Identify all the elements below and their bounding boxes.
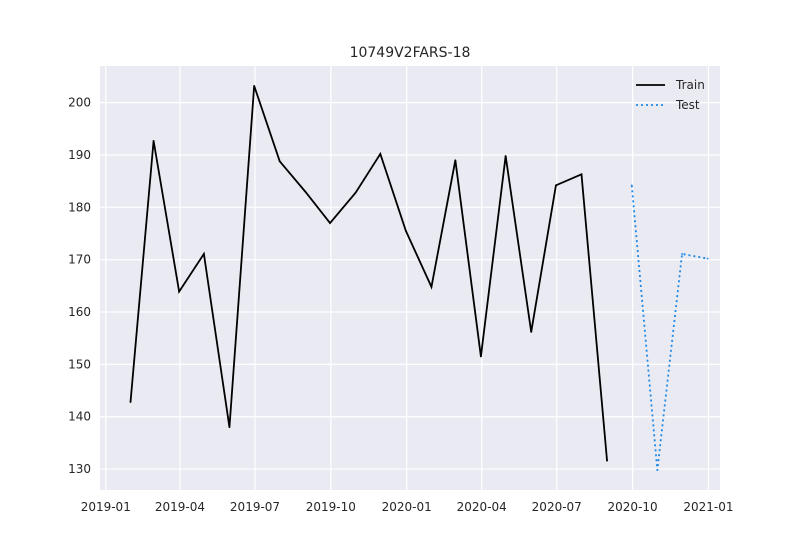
x-tick-label: 2019-10 [306, 500, 356, 514]
data-point [630, 184, 633, 187]
x-tick-label: 2020-10 [608, 500, 658, 514]
x-tick-label: 2019-07 [230, 500, 280, 514]
y-tick-label: 160 [68, 305, 91, 319]
data-point [228, 426, 231, 429]
legend-label-train: Train [675, 78, 705, 92]
data-point [202, 253, 205, 255]
data-point [580, 173, 583, 176]
y-tick-label: 150 [68, 357, 91, 371]
plot-area [100, 66, 720, 490]
x-axis: 2019-01 2019-04 2019-07 2019-10 2020-01 2020-… [81, 500, 734, 514]
y-tick-label: 130 [68, 462, 91, 476]
data-point [480, 355, 482, 358]
data-point [656, 469, 659, 472]
data-point [129, 401, 132, 403]
data-point [606, 459, 608, 462]
data-point [152, 139, 155, 142]
legend-label-test: Test [675, 98, 700, 112]
data-point [379, 153, 382, 155]
x-tick-label: 2020-04 [457, 500, 507, 514]
y-tick-label: 140 [68, 410, 91, 424]
x-tick-label: 2019-01 [81, 500, 131, 514]
x-tick-label: 2019-04 [155, 500, 205, 514]
data-point [706, 257, 709, 260]
y-axis: 130 140 150 160 170 180 190 200 [68, 96, 91, 476]
data-point [253, 84, 256, 87]
series-line-train [129, 85, 608, 461]
y-tick-label: 200 [68, 96, 91, 110]
data-point [354, 191, 357, 194]
chart-title: 10749V2FARS-18 [350, 45, 471, 61]
grid [100, 66, 720, 490]
series-layer [129, 84, 709, 472]
data-point [681, 253, 683, 255]
x-tick-label: 2020-07 [532, 500, 582, 514]
y-tick-label: 180 [68, 200, 91, 214]
y-tick-label: 170 [68, 253, 91, 267]
data-point [329, 222, 331, 224]
x-tick-label: 2020-01 [382, 500, 432, 514]
data-point [555, 184, 557, 187]
y-tick-label: 190 [68, 148, 91, 162]
x-tick-label: 2021-01 [683, 500, 733, 514]
data-point [178, 290, 181, 293]
data-point [454, 159, 457, 162]
data-point [404, 229, 407, 232]
data-point [504, 155, 507, 157]
data-point [530, 331, 533, 333]
series-line-test [630, 185, 708, 471]
data-point [278, 160, 281, 163]
legend: Train Test [636, 78, 705, 112]
data-point [304, 190, 307, 193]
data-point [430, 285, 433, 288]
